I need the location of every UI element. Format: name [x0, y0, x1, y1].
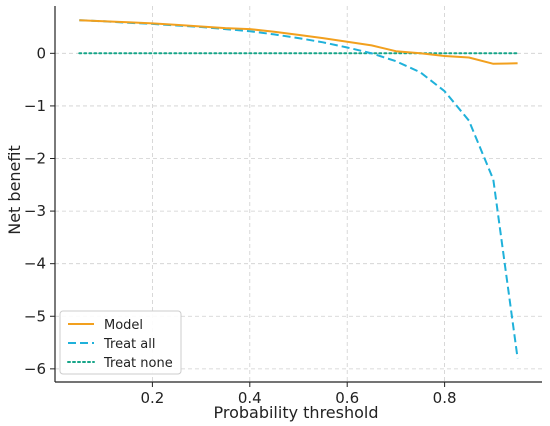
- y-axis-title: Net benefit: [5, 145, 24, 235]
- legend-box: [59, 310, 182, 375]
- x-tick-label: 0.8: [433, 389, 457, 407]
- ticks-layer: 0.2 0.4 0.6 0.8 0 −1 −2 −3 −4 −5 −6: [24, 44, 457, 407]
- y-tick-label: −1: [24, 97, 46, 115]
- x-tick-label: 0.4: [238, 389, 262, 407]
- x-tick-label: 0.6: [335, 389, 359, 407]
- legend-label: Model: [104, 318, 143, 333]
- y-tick-label: 0: [36, 44, 46, 62]
- series-layer: [78, 19, 519, 359]
- y-tick-label: −2: [24, 150, 46, 168]
- y-tick-label: −3: [24, 202, 46, 220]
- legend-label: Treat none: [103, 356, 173, 371]
- y-tick-label: −6: [24, 360, 46, 378]
- legend-label: Treat all: [103, 337, 155, 352]
- x-axis-title: Probability threshold: [213, 403, 378, 422]
- y-tick-label: −4: [24, 255, 46, 273]
- legend: Model Treat all Treat none: [59, 310, 182, 375]
- series-line-treat-all: [79, 19, 519, 359]
- x-tick-label: 0.2: [140, 389, 164, 407]
- y-tick-label: −5: [24, 307, 46, 325]
- axes-layer: [54, 6, 542, 383]
- series-line-model: [79, 19, 518, 65]
